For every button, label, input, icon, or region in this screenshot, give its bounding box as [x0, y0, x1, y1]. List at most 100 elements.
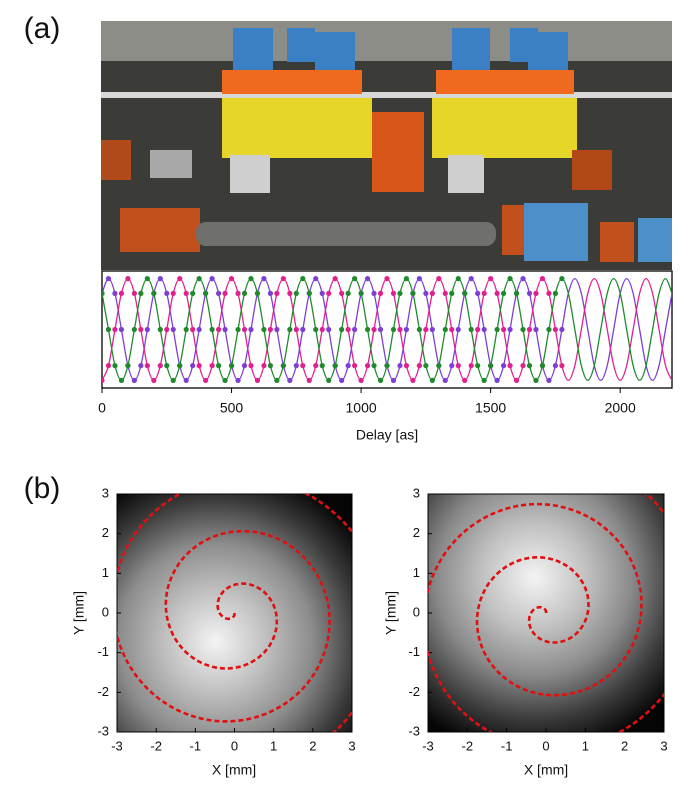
data-point [209, 276, 215, 282]
x-tick-label: 3 [348, 738, 355, 753]
y-axis-label: Y [mm] [383, 591, 399, 635]
data-point [533, 290, 539, 296]
data-point [102, 290, 105, 296]
data-point [526, 363, 533, 369]
data-point [105, 276, 112, 282]
data-point [481, 326, 487, 333]
data-point [209, 326, 215, 333]
data-point [326, 290, 332, 296]
data-point [190, 326, 196, 333]
data-point [481, 290, 487, 296]
data-point [423, 363, 429, 369]
data-point [313, 363, 319, 369]
data-point [377, 377, 384, 383]
data-point [157, 326, 163, 333]
data-point [313, 326, 319, 333]
data-point [449, 326, 455, 333]
panel-label: (b) [24, 472, 61, 505]
data-point [390, 377, 397, 383]
spiral-guide [428, 494, 664, 732]
x-tick-label: 0 [98, 400, 106, 416]
data-point [442, 290, 448, 296]
data-point [546, 290, 552, 296]
data-point [164, 290, 170, 296]
data-point [345, 290, 351, 296]
data-point [546, 377, 552, 383]
data-point [559, 276, 565, 282]
data-point [215, 290, 222, 296]
data-point [500, 290, 507, 296]
data-point [293, 363, 299, 369]
data-point [235, 377, 241, 383]
x-tick-label: -1 [190, 738, 202, 753]
data-point [468, 326, 474, 333]
x-tick-label: 1 [270, 738, 277, 753]
data-point [222, 377, 228, 383]
data-point [390, 290, 397, 296]
data-point [377, 326, 384, 333]
data-point [416, 363, 422, 369]
y-tick-label: -2 [408, 684, 420, 699]
data-point [390, 326, 397, 333]
data-point [300, 276, 306, 282]
data-point [364, 363, 371, 369]
x-axis-label: X [mm] [212, 762, 256, 778]
photo [101, 21, 672, 270]
data-point [371, 363, 377, 369]
data-point [164, 326, 170, 333]
data-point [261, 276, 267, 282]
x-tick-label: -3 [111, 738, 123, 753]
data-point [144, 326, 150, 333]
data-point [177, 363, 183, 369]
x-tick-label: 500 [220, 400, 244, 416]
data-point [196, 326, 202, 333]
data-point [274, 290, 280, 296]
data-point [203, 377, 209, 383]
data-point [196, 276, 202, 282]
data-point [306, 290, 312, 296]
data-point [552, 363, 559, 369]
data-point [442, 377, 448, 383]
data-point [468, 363, 474, 369]
x-tick-label: 2 [309, 738, 316, 753]
data-point [384, 363, 390, 369]
data-point [507, 326, 513, 333]
data-point [371, 290, 377, 296]
data-point [384, 276, 390, 282]
data-point [429, 377, 435, 383]
data-point [546, 326, 552, 333]
plot-area [102, 276, 672, 383]
data-point [520, 363, 526, 369]
data-point [559, 363, 565, 369]
data-point [352, 363, 358, 369]
data-point [105, 326, 112, 333]
data-point [429, 290, 435, 296]
data-point [488, 363, 494, 369]
data-point [449, 363, 455, 369]
data-point [533, 377, 539, 383]
y-tick-label: 0 [413, 604, 420, 619]
data-point [144, 276, 150, 282]
data-point [475, 363, 481, 369]
data-point [118, 326, 125, 333]
data-point [131, 326, 137, 333]
data-point [345, 363, 351, 369]
data-point [371, 326, 377, 333]
y-axis-label: Y [mm] [71, 591, 87, 635]
x-tick-label: 1500 [475, 400, 506, 416]
data-point [267, 363, 274, 369]
data-point [377, 290, 384, 296]
data-point [248, 276, 254, 282]
data-point [112, 363, 118, 369]
data-point [352, 326, 358, 333]
data-point [539, 363, 546, 369]
data-point [552, 326, 559, 333]
data-point [507, 363, 513, 369]
data-point [293, 326, 299, 333]
data-point [488, 276, 494, 282]
data-point [455, 326, 461, 333]
y-tick-label: 3 [413, 485, 420, 500]
data-point [352, 276, 358, 282]
data-point [118, 290, 125, 296]
